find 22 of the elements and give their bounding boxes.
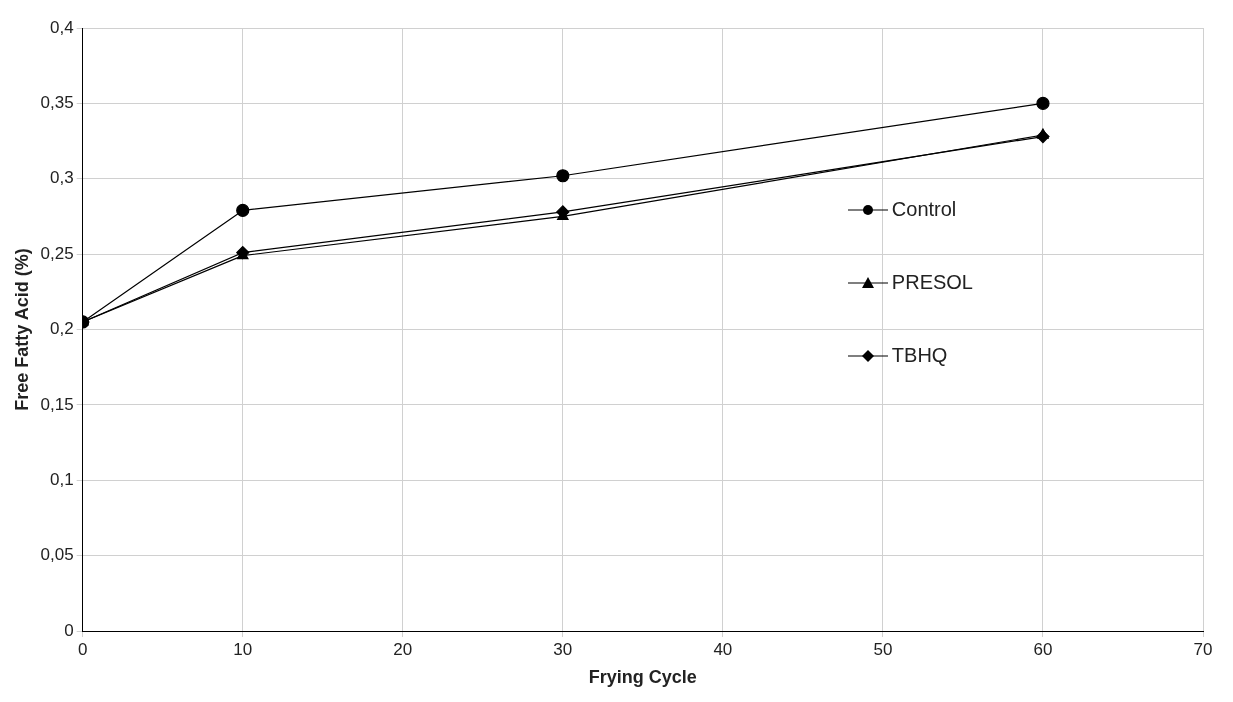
- y-tick-label: 0,3: [50, 168, 74, 188]
- legend-label: PRESOL: [891, 271, 973, 294]
- legend-label: TBHQ: [891, 344, 948, 367]
- x-axis-title: Frying Cycle: [588, 667, 697, 688]
- y-tick-label: 0,25: [40, 243, 74, 263]
- x-tick-label: 20: [393, 639, 413, 659]
- y-tick-label: 0,35: [40, 93, 74, 113]
- y-axis-title: Free Fatty Acid (%): [11, 248, 32, 411]
- x-tick-label: 10: [233, 639, 253, 659]
- x-tick-label: 40: [713, 639, 733, 659]
- y-tick-label: 0,2: [50, 319, 74, 339]
- x-tick-label: 60: [1033, 639, 1053, 659]
- y-tick-label: 0,1: [50, 469, 74, 489]
- x-tick-label: 30: [553, 639, 573, 659]
- y-tick-label: 0: [64, 620, 74, 640]
- y-tick-label: 0,05: [40, 545, 74, 565]
- legend-label: Control: [891, 198, 957, 221]
- x-tick-label: 70: [1193, 639, 1213, 659]
- y-tick-label: 0,15: [40, 394, 74, 414]
- x-tick-label: 50: [873, 639, 893, 659]
- x-tick-label: 0: [77, 639, 88, 659]
- y-tick-label: 0,4: [50, 17, 74, 37]
